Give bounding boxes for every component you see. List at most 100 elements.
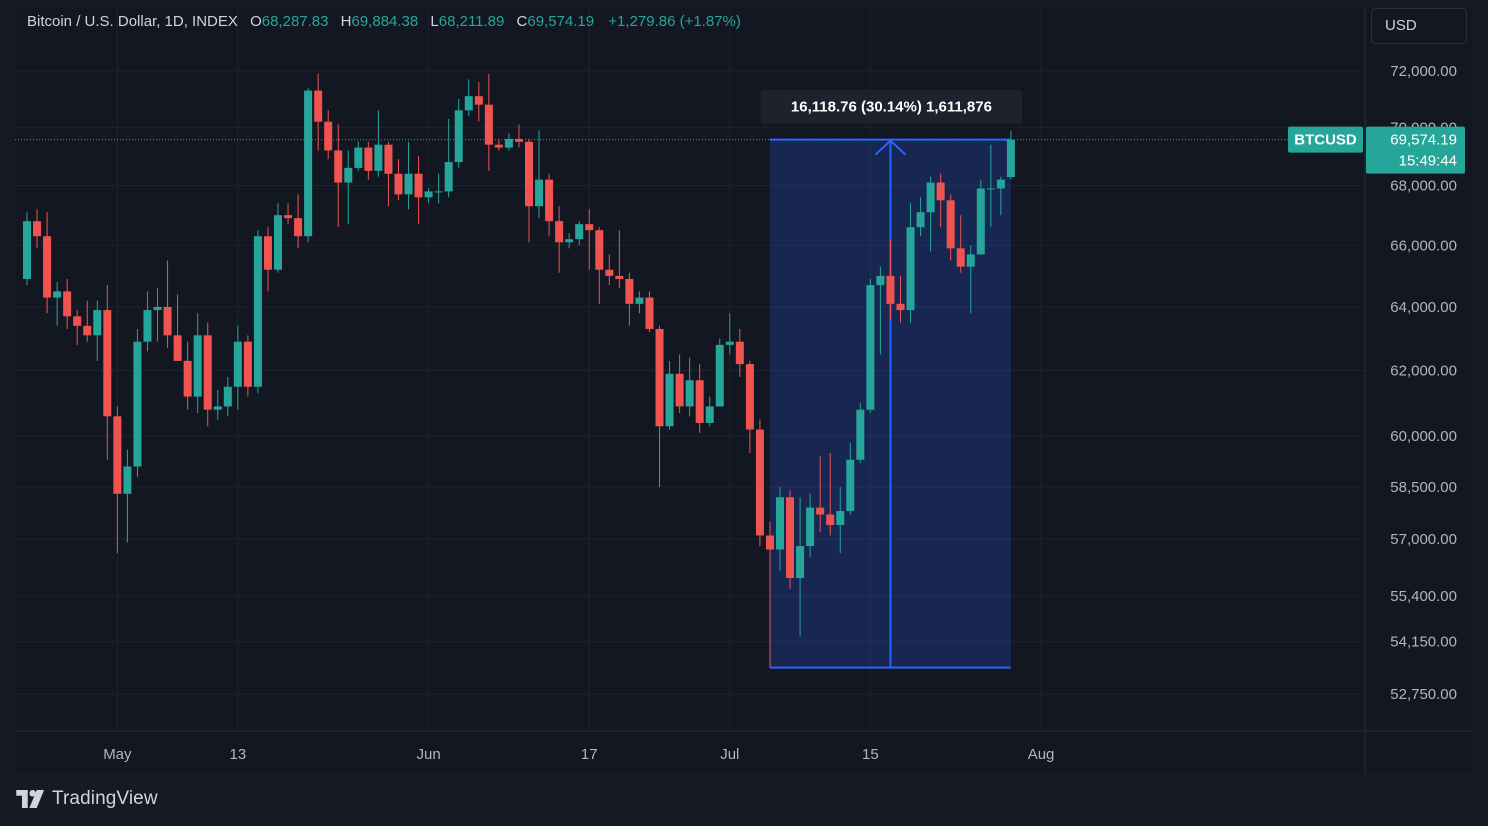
- symbol-legend: Bitcoin / U.S. Dollar, 1D, INDEX O68,287…: [27, 13, 741, 30]
- change-value: +1,279.86 (+1.87%): [608, 13, 741, 30]
- candle-body: [826, 514, 835, 525]
- candle: [454, 99, 463, 168]
- candle: [755, 419, 764, 547]
- candle: [253, 230, 262, 394]
- candle-body: [645, 297, 654, 329]
- price-labels: BTCUSD 69,574.19 15:49:44: [1288, 126, 1465, 174]
- candle-body: [695, 380, 704, 423]
- measure-label-box: [760, 89, 1023, 124]
- candle-body: [444, 162, 453, 192]
- candle: [675, 354, 684, 413]
- low-label: L: [430, 13, 439, 30]
- brand-label: TradingView: [52, 788, 158, 809]
- y-tick-label: 66,000.00: [1390, 237, 1457, 254]
- currency-button[interactable]: USD: [1371, 8, 1467, 44]
- candle: [324, 110, 333, 160]
- candle: [796, 497, 805, 637]
- candle: [976, 179, 985, 255]
- y-tick-label: 72,000.00: [1390, 63, 1457, 80]
- candle-body: [374, 144, 383, 171]
- candle-body: [394, 173, 403, 195]
- candle: [123, 449, 132, 543]
- y-tick-label: 54,150.00: [1390, 634, 1457, 651]
- y-tick-label: 58,500.00: [1390, 479, 1457, 496]
- open-value: 68,287.83: [261, 13, 329, 30]
- candle: [575, 221, 584, 246]
- candle: [545, 173, 554, 237]
- candle-body: [946, 200, 955, 249]
- candle: [535, 130, 544, 219]
- high-value: 69,884.38: [351, 13, 419, 30]
- candle: [23, 212, 31, 286]
- candle-body: [193, 335, 202, 397]
- candle: [705, 396, 714, 427]
- candle-body: [203, 335, 212, 410]
- candle-body: [575, 224, 584, 240]
- y-tick-label: 68,000.00: [1390, 178, 1457, 195]
- candle: [203, 322, 212, 427]
- candle: [645, 291, 654, 333]
- candle: [223, 377, 232, 417]
- candle-body: [796, 546, 805, 579]
- candlestick-chart[interactable]: 16,118.76 (30.14%) 1,611,876 72,000.0070…: [15, 8, 1473, 774]
- candle: [263, 227, 272, 292]
- candle-body: [163, 306, 172, 336]
- candle-body: [725, 341, 734, 345]
- candle: [695, 364, 704, 433]
- candle-body: [143, 310, 152, 342]
- candle-body: [93, 310, 102, 336]
- candle: [585, 209, 594, 270]
- candle-body: [474, 96, 483, 105]
- x-tick-label: May: [103, 746, 132, 763]
- candle: [334, 124, 343, 228]
- y-tick-label: 55,400.00: [1390, 588, 1457, 605]
- candle: [504, 133, 513, 151]
- candle-body: [735, 341, 744, 365]
- candle: [735, 328, 744, 378]
- candle: [153, 288, 162, 342]
- candle-body: [856, 409, 865, 460]
- candle: [846, 442, 855, 515]
- candle-body: [685, 380, 694, 407]
- measure-label: 16,118.76 (30.14%) 1,611,876: [791, 99, 992, 116]
- candle-body: [434, 191, 443, 193]
- candle-body: [585, 224, 594, 231]
- candle: [284, 203, 293, 225]
- symbol-title: Bitcoin / U.S. Dollar, 1D, INDEX: [27, 13, 238, 30]
- candle-body: [173, 335, 182, 361]
- candle-body: [494, 144, 503, 148]
- candle: [776, 486, 784, 571]
- candle: [344, 150, 353, 225]
- candle-body: [213, 406, 222, 410]
- candle: [274, 203, 282, 273]
- candle-body: [986, 188, 995, 190]
- candle: [384, 141, 393, 207]
- candle-body: [705, 406, 714, 423]
- candle: [595, 227, 604, 304]
- candle-body: [454, 110, 463, 163]
- candle: [374, 110, 383, 177]
- candle-body: [525, 141, 533, 207]
- candle-body: [816, 507, 825, 515]
- candle: [354, 141, 363, 171]
- candle-body: [263, 236, 272, 270]
- candle-body: [73, 316, 82, 326]
- candle-body: [233, 341, 242, 387]
- candle-body: [183, 360, 192, 397]
- candle: [946, 194, 955, 261]
- candle: [826, 452, 835, 536]
- candle-body: [896, 303, 905, 311]
- candle: [725, 313, 734, 355]
- candle: [63, 278, 72, 329]
- measure-tool[interactable]: 16,118.76 (30.14%) 1,611,876: [760, 89, 1023, 669]
- candle-body: [535, 179, 544, 207]
- candle-body: [123, 466, 132, 494]
- chart-frame: 16,118.76 (30.14%) 1,611,876 72,000.0070…: [15, 8, 1473, 774]
- candle: [83, 300, 92, 342]
- tradingview-logo[interactable]: TradingView: [16, 788, 158, 810]
- candle-body: [103, 310, 112, 417]
- candle-body: [384, 144, 393, 174]
- candle-body: [324, 121, 333, 151]
- high-label: H: [340, 13, 352, 30]
- candle: [394, 159, 403, 201]
